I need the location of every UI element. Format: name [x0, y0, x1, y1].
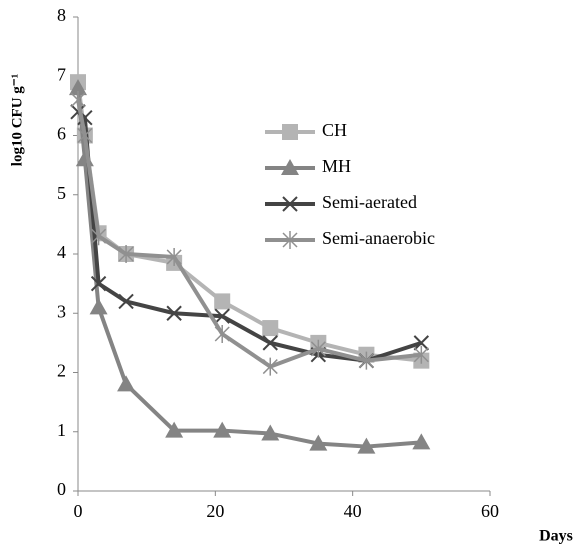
data-point [262, 357, 278, 376]
x-tick-label: 60 [481, 501, 499, 521]
data-point [166, 247, 182, 266]
data-point [214, 324, 230, 343]
data-point [358, 351, 374, 370]
data-point [70, 90, 86, 109]
data-point [118, 245, 134, 263]
y-tick-label: 0 [57, 479, 66, 499]
data-point [357, 437, 376, 454]
series-line [76, 99, 422, 369]
legend-marker [282, 231, 298, 249]
y-tick-label: 6 [57, 124, 66, 144]
legend-marker [281, 159, 299, 175]
data-point [413, 345, 429, 364]
y-tick-label: 3 [57, 301, 66, 321]
legend-label: CH [322, 120, 347, 140]
data-point [213, 421, 232, 438]
y-tick-label: 7 [57, 64, 66, 84]
legend-marker [282, 124, 298, 140]
data-point [214, 293, 231, 310]
data-point [69, 79, 87, 96]
data-point [77, 126, 93, 145]
x-tick-label: 40 [344, 501, 362, 521]
series-line [76, 110, 422, 363]
data-point [214, 308, 230, 324]
series-line [76, 87, 422, 449]
y-tick-label: 2 [57, 361, 66, 381]
data-point [412, 433, 431, 450]
legend-marker [282, 196, 298, 212]
data-point [90, 275, 107, 292]
y-tick-label: 5 [57, 183, 66, 203]
data-point [166, 305, 182, 321]
data-point [309, 434, 328, 451]
data-point [262, 320, 279, 337]
data-point [310, 339, 326, 358]
data-point [413, 335, 430, 351]
y-tick-label: 1 [57, 420, 66, 440]
series-line [76, 81, 422, 363]
legend-label: Semi-aerated [322, 192, 417, 212]
legend-label: Semi-anaerobic [322, 228, 435, 248]
data-point [118, 293, 134, 310]
data-point [75, 150, 94, 167]
y-axis-label: log10 CFU g⁻¹ [9, 74, 25, 166]
data-point [91, 227, 107, 246]
y-tick-label: 4 [57, 242, 66, 262]
data-point [262, 335, 278, 351]
data-point [261, 424, 280, 441]
data-point [165, 421, 184, 438]
x-axis-label: Days [539, 528, 573, 545]
data-point [117, 375, 136, 392]
y-tick-label: 8 [57, 5, 66, 25]
x-tick-label: 20 [206, 501, 224, 521]
data-point [89, 298, 108, 315]
x-tick-label: 0 [74, 501, 83, 521]
legend-label: MH [322, 156, 351, 176]
